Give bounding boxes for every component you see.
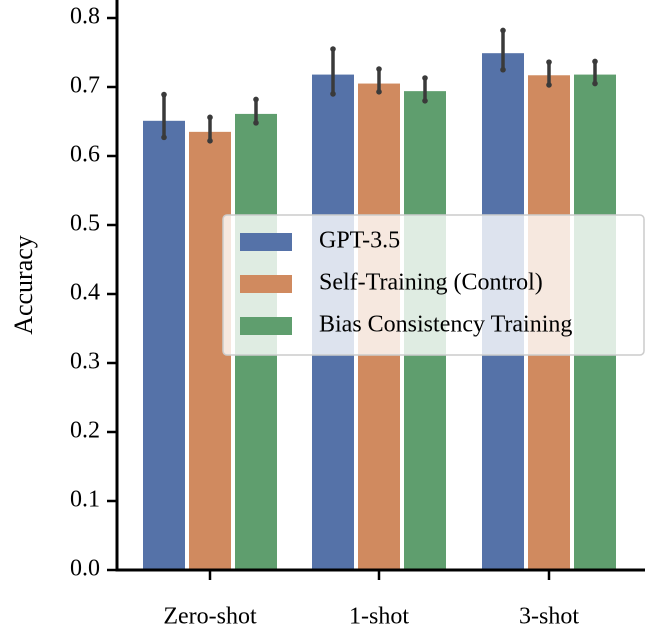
y-tick-label: 0.0 <box>70 556 100 582</box>
bar-gpt-3-5-zero-shot <box>143 120 185 570</box>
error-bar-cap-high <box>207 114 213 121</box>
y-tick-label: 0.6 <box>70 142 100 168</box>
error-bar <box>253 96 259 126</box>
legend-label: Bias Consistency Training <box>319 312 572 338</box>
error-bar-cap-low <box>500 66 506 73</box>
y-tick-label: 0.4 <box>70 280 100 306</box>
legend-label: GPT-3.5 <box>319 228 400 254</box>
legend-swatch <box>240 233 292 251</box>
legend-item: Bias Consistency Training <box>240 312 572 338</box>
error-bar <box>207 114 213 144</box>
error-bar-cap-low <box>546 82 552 88</box>
legend-item: Self-Training (Control) <box>240 270 543 296</box>
y-tick-label: 0.2 <box>70 418 100 444</box>
legend-swatch <box>240 317 292 335</box>
error-bar-cap-high <box>161 91 167 98</box>
error-bar <box>422 75 428 104</box>
error-bar-cap-high <box>376 66 382 72</box>
y-tick-label: 0.5 <box>70 211 100 237</box>
y-tick-label: 0.8 <box>70 4 100 30</box>
error-bar-cap-low <box>207 138 213 144</box>
x-tick-label: 1-shot <box>349 604 409 630</box>
legend: GPT-3.5 Self-Training (Control) Bias Consi… <box>222 214 645 356</box>
error-bar <box>500 27 506 73</box>
error-bars-layer <box>161 27 598 144</box>
error-bar-cap-high <box>592 58 598 65</box>
y-axis-label: Accuracy <box>9 235 38 335</box>
error-bar-cap-high <box>546 59 552 65</box>
y-tick-label: 0.3 <box>70 349 100 375</box>
axes: 0.0 0.1 0.2 0.3 0.4 0.5 0.6 0.7 0.8 Zero-shot 1-sh… <box>70 0 645 630</box>
legend-box <box>222 214 645 356</box>
x-tick-label: Zero-shot <box>163 604 257 630</box>
legend-item: GPT-3.5 <box>240 228 400 254</box>
error-bar-cap-high <box>422 75 428 81</box>
y-tick-label: 0.7 <box>70 73 100 99</box>
error-bar <box>330 46 336 97</box>
error-bar-cap-high <box>500 27 506 34</box>
error-bar-cap-high <box>253 96 259 103</box>
error-bar-cap-low <box>592 80 598 87</box>
error-bar-cap-low <box>253 120 259 126</box>
y-tick-label: 0.1 <box>70 487 100 513</box>
error-bar <box>546 59 552 88</box>
legend-swatch <box>240 275 292 293</box>
error-bar <box>161 91 167 141</box>
error-bar-cap-low <box>330 91 336 97</box>
error-bar-cap-low <box>422 98 428 104</box>
error-bar <box>376 66 382 95</box>
x-tick-label: 3-shot <box>519 604 579 630</box>
error-bar-cap-high <box>330 46 336 52</box>
error-bar-cap-low <box>376 89 382 95</box>
legend-label: Self-Training (Control) <box>319 270 543 296</box>
error-bar <box>592 58 598 87</box>
error-bar-cap-low <box>161 134 167 141</box>
